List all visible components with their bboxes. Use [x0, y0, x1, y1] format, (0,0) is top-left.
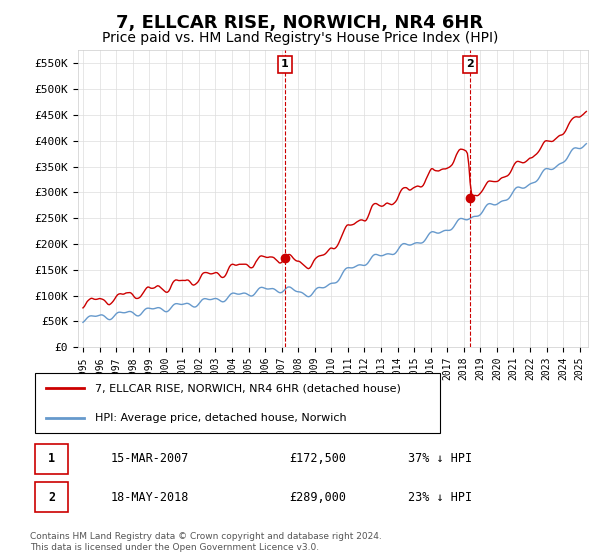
Text: 2: 2: [48, 491, 55, 504]
Text: 18-MAY-2018: 18-MAY-2018: [111, 491, 190, 504]
Text: HPI: Average price, detached house, Norwich: HPI: Average price, detached house, Norw…: [95, 413, 346, 423]
Text: 1: 1: [48, 452, 55, 465]
Text: 7, ELLCAR RISE, NORWICH, NR4 6HR: 7, ELLCAR RISE, NORWICH, NR4 6HR: [116, 14, 484, 32]
Text: 7, ELLCAR RISE, NORWICH, NR4 6HR (detached house): 7, ELLCAR RISE, NORWICH, NR4 6HR (detach…: [95, 384, 401, 394]
Text: Price paid vs. HM Land Registry's House Price Index (HPI): Price paid vs. HM Land Registry's House …: [102, 31, 498, 45]
Text: Contains HM Land Registry data © Crown copyright and database right 2024.
This d: Contains HM Land Registry data © Crown c…: [30, 532, 382, 552]
FancyBboxPatch shape: [35, 373, 440, 433]
FancyBboxPatch shape: [35, 482, 68, 512]
Text: 1: 1: [281, 59, 289, 69]
Text: £289,000: £289,000: [289, 491, 346, 504]
Text: 23% ↓ HPI: 23% ↓ HPI: [408, 491, 472, 504]
Text: 2: 2: [466, 59, 474, 69]
Text: 37% ↓ HPI: 37% ↓ HPI: [408, 452, 472, 465]
FancyBboxPatch shape: [35, 444, 68, 474]
Text: 15-MAR-2007: 15-MAR-2007: [111, 452, 190, 465]
Text: £172,500: £172,500: [289, 452, 346, 465]
